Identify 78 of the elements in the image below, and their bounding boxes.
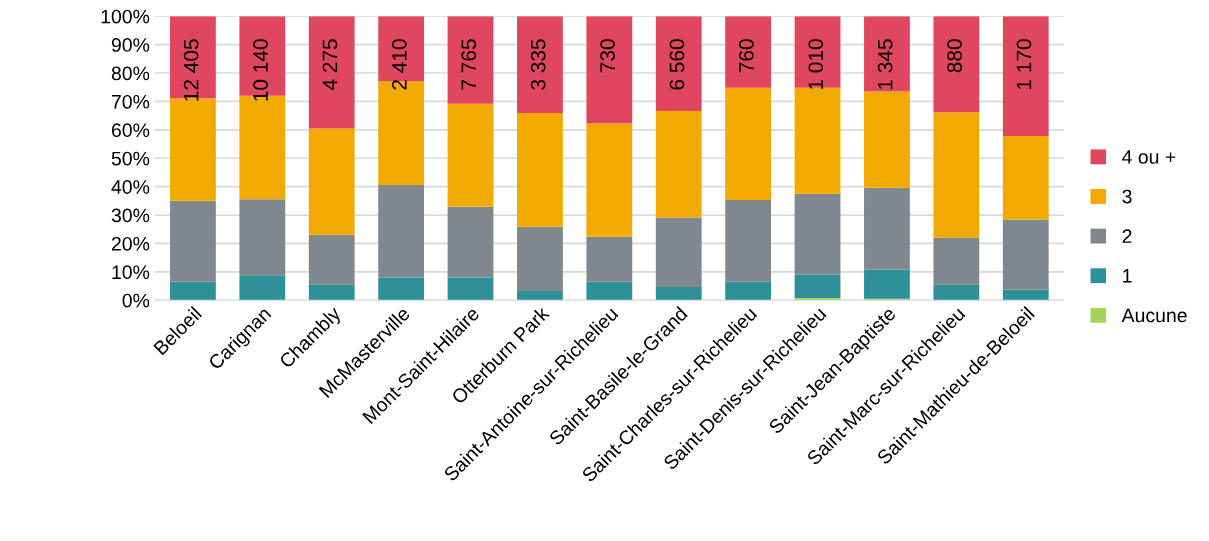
y-tick-label: 50% [111,151,150,166]
annotation: 10 140 [253,39,268,101]
legend-label: 4 ou + [1122,150,1176,164]
bar [1002,289,1049,301]
bar [933,237,980,285]
bar [517,290,563,301]
legend-label: 1 [1123,269,1132,283]
bar [517,113,563,227]
y-tick-label: 0% [122,293,150,308]
bar [933,112,980,238]
bar [655,286,702,301]
bar [864,91,910,188]
bar [308,234,355,285]
y-tick-label: 20% [111,236,150,251]
y-tick-label: 40% [111,180,150,194]
bar [1002,136,1049,220]
bar [794,193,841,275]
bar [170,16,216,99]
bar [447,206,494,278]
bar [864,187,910,270]
bar [933,16,980,113]
bar [378,81,425,185]
bar [864,269,910,299]
bar [517,16,563,114]
bar [725,281,772,301]
bar [725,199,772,282]
bar [655,217,702,287]
bar [655,111,702,218]
bar [170,200,216,282]
bar [586,16,633,124]
annotation: 730 [600,39,615,73]
bar [864,16,910,92]
bar [447,103,494,207]
bar [378,277,425,301]
bar [794,87,841,194]
y-tick-label: 80% [111,66,150,81]
bar [586,123,633,237]
annotation: 1 345 [877,39,893,89]
bar [308,284,355,301]
bar [447,16,494,104]
y-tick-label: 70% [111,94,150,109]
bar [239,199,286,276]
annotation: 12 405 [183,39,199,101]
y-tick-label: 30% [111,208,150,223]
bar [308,16,355,129]
annotation: 7 765 [461,39,477,90]
bar [933,284,980,301]
bar [1002,219,1049,290]
y-tick-label: 100% [101,9,150,24]
bar [586,236,633,282]
bar [308,128,355,235]
bar [794,16,841,88]
bar [170,281,216,301]
bar [586,281,633,301]
bar [725,16,772,88]
annotation: 6 560 [669,39,685,90]
bar [1002,16,1049,137]
annotation: 2 410 [391,39,407,90]
annotation: 880 [947,39,962,73]
y-tick-label: 60% [111,123,150,138]
annotation: 760 [738,39,754,73]
y-tick-label: 90% [111,38,150,52]
bar [517,226,563,291]
bar [655,16,702,112]
bar [239,275,286,301]
bar [794,274,841,298]
legend-label: 2 [1122,229,1132,243]
annotation: 3 335 [530,39,546,90]
annotation: 1 010 [808,39,824,89]
legend-label: Aucune [1121,308,1187,323]
legend-label: 3 [1122,189,1132,204]
bar [378,16,425,82]
bar [378,184,425,278]
annotation: 1 170 [1016,39,1032,89]
annotation: 4 275 [322,39,338,91]
bar [725,87,772,200]
bar [447,277,494,301]
y-tick-label: 10% [112,265,150,280]
